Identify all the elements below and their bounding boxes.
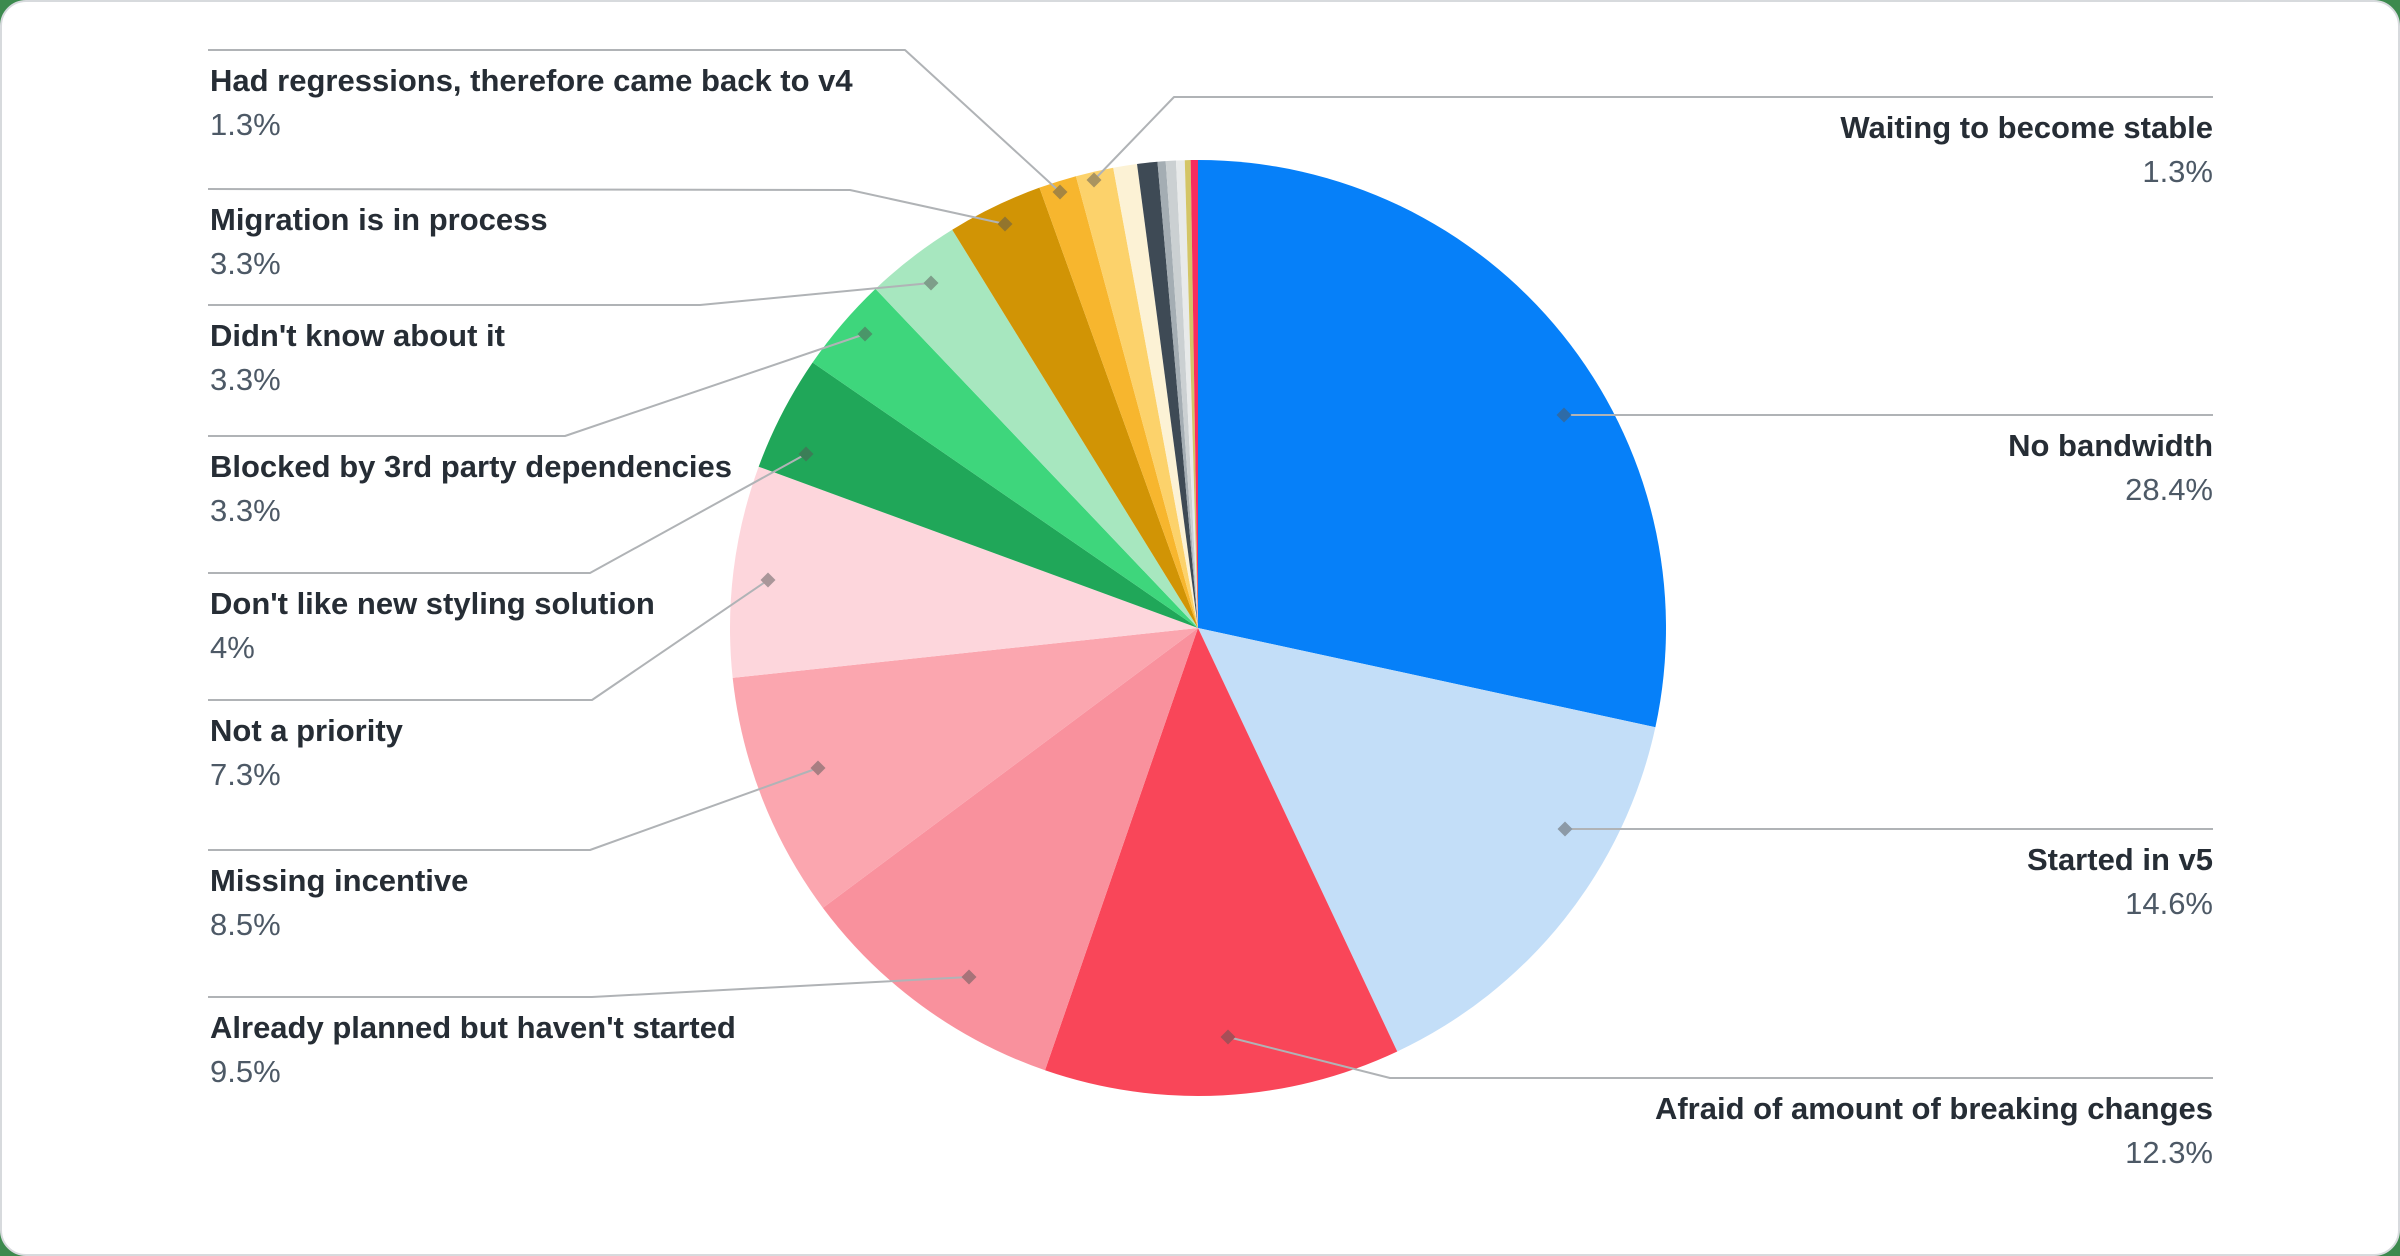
pie-slice[interactable] <box>732 628 1198 908</box>
callout-anchor-diamond <box>961 969 977 985</box>
slice-label-text: Blocked by 3rd party dependencies <box>210 449 733 484</box>
slice-percentage-text: 1.3% <box>210 107 281 142</box>
slice-callout-label: Blocked by 3rd party dependencies 3.3% <box>210 448 732 529</box>
callout-line <box>207 188 1006 225</box>
slice-callout-label: Didn't know about it 3.3% <box>210 317 505 398</box>
callout-anchor-diamond <box>923 275 939 291</box>
callout-anchor-diamond <box>997 216 1013 232</box>
slice-callout-label: Afraid of amount of breaking changes 12.3… <box>1655 1090 2213 1171</box>
pie-slice[interactable] <box>1075 167 1198 628</box>
slice-callout-label: Missing incentive 8.5% <box>210 862 468 943</box>
callout-line <box>208 49 1061 193</box>
slice-label-text: Already planned but haven't started <box>210 1010 736 1045</box>
pie-slice[interactable] <box>875 229 1198 629</box>
callout-line <box>1227 1036 2213 1079</box>
pie-slice-unlabeled[interactable] <box>1190 160 1198 628</box>
slice-callout-label: Migration is in process 3.3% <box>210 201 548 282</box>
pie-slice-unlabeled[interactable] <box>1184 160 1198 628</box>
slice-percentage-text: 7.3% <box>210 757 281 792</box>
slice-percentage-text: 28.4% <box>2125 472 2213 507</box>
slice-percentage-text: 1.3% <box>2142 154 2213 189</box>
callout-line <box>208 333 866 437</box>
pie-slice-unlabeled[interactable] <box>1157 161 1198 628</box>
pie-slice-unlabeled[interactable] <box>1175 160 1198 628</box>
callout-line <box>208 976 970 998</box>
callout-anchor-diamond <box>1052 184 1068 200</box>
callout-lines-group <box>207 49 2213 1079</box>
pie-slice-unlabeled[interactable] <box>1137 161 1198 628</box>
callout-anchor-diamond <box>1220 1029 1236 1045</box>
callout-anchor-diamond <box>857 326 873 342</box>
callout-anchor-diamond <box>760 572 776 588</box>
callout-anchor-dots-group <box>760 172 1573 1045</box>
slice-label-text: Migration is in process <box>210 202 548 237</box>
callout-line <box>208 767 819 851</box>
slice-callout-label: Waiting to become stable 1.3% <box>1840 109 2213 190</box>
slice-percentage-text: 3.3% <box>210 493 281 528</box>
pie-slice[interactable] <box>952 187 1198 629</box>
slice-callout-label: Already planned but haven't started 9.5% <box>210 1009 736 1090</box>
pie-slice[interactable] <box>812 288 1198 628</box>
callout-anchor-diamond <box>1556 407 1572 423</box>
slice-percentage-text: 14.6% <box>2125 886 2213 921</box>
pie-slice[interactable] <box>822 628 1198 1071</box>
callout-anchor-diamond <box>798 446 814 462</box>
callout-anchor-diamond <box>1557 821 1573 837</box>
pie-slice[interactable] <box>1198 628 1656 1052</box>
slice-label-text: Afraid of amount of breaking changes <box>1654 1091 2213 1126</box>
slice-percentage-text: 8.5% <box>210 907 281 942</box>
slice-label-text: Had regressions, therefore came back to … <box>210 63 853 98</box>
pie-slice[interactable] <box>1198 160 1666 728</box>
slice-callout-label: Not a priority 7.3% <box>210 712 403 793</box>
slice-label-text: No bandwidth <box>2008 428 2213 463</box>
callout-line <box>208 579 769 701</box>
pie-slice[interactable] <box>758 362 1198 628</box>
slice-percentage-text: 3.3% <box>210 362 281 397</box>
slice-label-text: Don't like new styling solution <box>210 586 655 621</box>
slice-callout-label: No bandwidth 28.4% <box>2008 427 2213 508</box>
slice-label-text: Started in v5 <box>2026 842 2213 877</box>
slice-callout-label: Started in v5 14.6% <box>2027 841 2213 922</box>
pie-slice-unlabeled[interactable] <box>1165 160 1198 628</box>
callout-line <box>208 282 932 306</box>
pie-slice-unlabeled[interactable] <box>1113 163 1198 629</box>
slice-percentage-text: 9.5% <box>210 1054 281 1089</box>
callout-line <box>1093 96 2213 181</box>
pie-slice[interactable] <box>1045 628 1398 1096</box>
callout-anchor-diamond <box>1086 172 1102 188</box>
pie-slice[interactable] <box>730 466 1198 678</box>
pie-slices-group <box>730 160 1666 1096</box>
slice-percentage-text: 4% <box>210 630 255 665</box>
slice-callout-label: Had regressions, therefore came back to … <box>210 62 853 143</box>
callout-anchor-diamond <box>810 760 826 776</box>
callout-line <box>208 453 807 574</box>
slice-percentage-text: 3.3% <box>210 246 281 281</box>
slice-percentage-text: 12.3% <box>2125 1135 2213 1170</box>
slice-callout-label: Don't like new styling solution 4% <box>210 585 655 666</box>
slice-label-text: Not a priority <box>210 713 403 748</box>
slice-label-text: Didn't know about it <box>210 318 505 353</box>
slice-label-text: Missing incentive <box>210 863 469 898</box>
pie-slice[interactable] <box>1039 176 1198 628</box>
slice-label-text: Waiting to become stable <box>1840 110 2213 145</box>
